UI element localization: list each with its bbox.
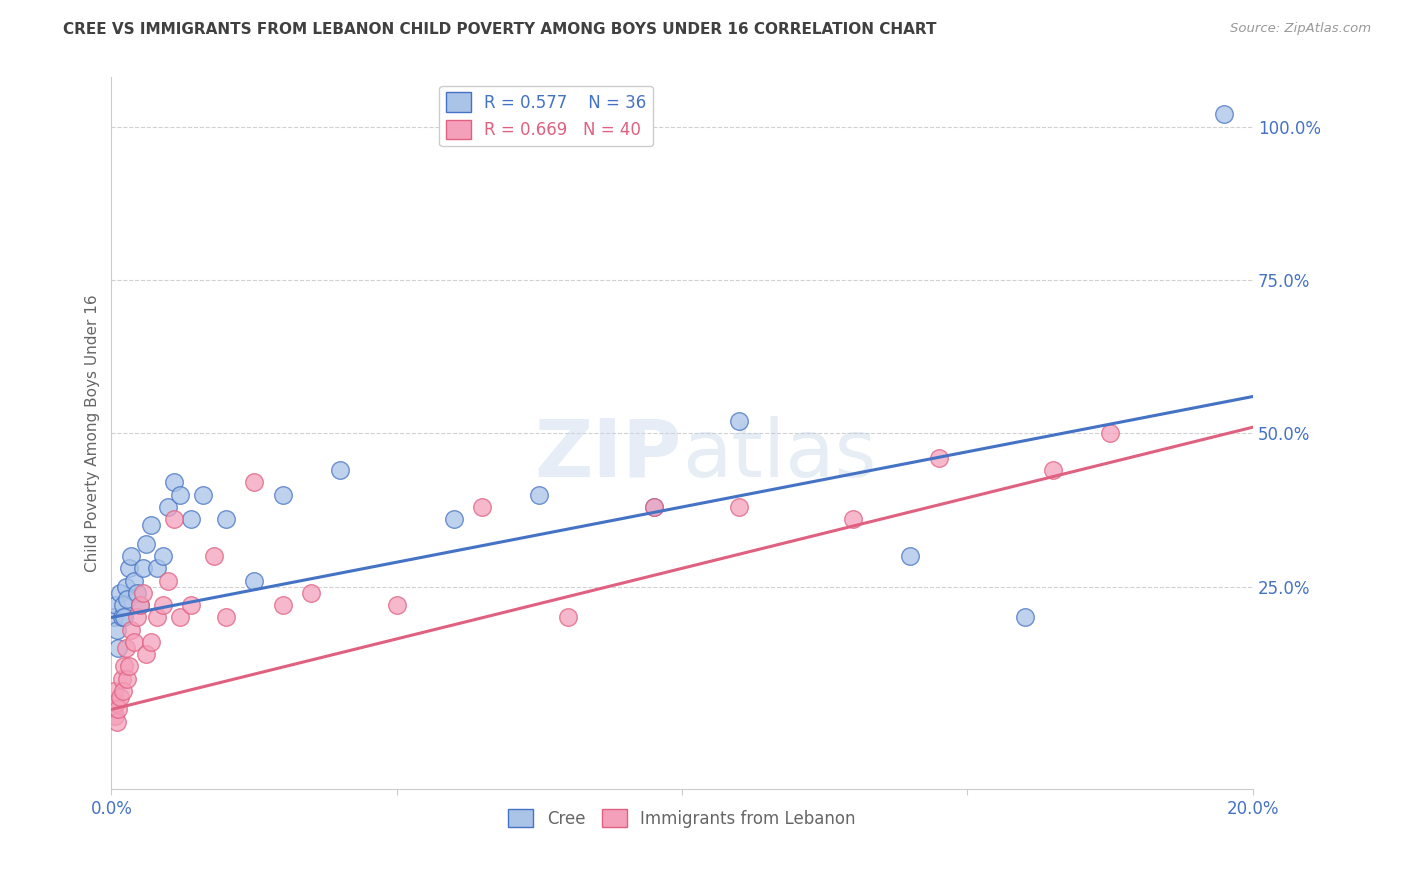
Point <box>111 672 134 686</box>
Point <box>108 586 131 600</box>
Point <box>146 610 169 624</box>
Point <box>120 549 142 563</box>
Point <box>117 592 139 607</box>
Point <box>132 586 155 600</box>
Text: CREE VS IMMIGRANTS FROM LEBANON CHILD POVERTY AMONG BOYS UNDER 16 CORRELATION CH: CREE VS IMMIGRANTS FROM LEBANON CHILD PO… <box>63 22 936 37</box>
Point <box>1014 610 1036 624</box>
Point <box>103 684 125 698</box>
Point <box>163 475 186 490</box>
Point <box>129 598 152 612</box>
Point <box>214 610 236 624</box>
Point <box>329 463 352 477</box>
Point <box>157 500 180 514</box>
Point <box>141 635 163 649</box>
Point <box>643 500 665 514</box>
Point <box>728 500 751 514</box>
Point <box>104 696 127 710</box>
Point <box>120 623 142 637</box>
Point <box>1213 107 1236 121</box>
Point <box>112 610 135 624</box>
Point <box>243 475 266 490</box>
Point <box>129 598 152 612</box>
Point <box>135 537 157 551</box>
Point <box>117 561 139 575</box>
Point <box>443 512 465 526</box>
Point <box>529 488 551 502</box>
Point <box>202 549 225 563</box>
Y-axis label: Child Poverty Among Boys Under 16: Child Poverty Among Boys Under 16 <box>86 294 100 572</box>
Point <box>127 586 149 600</box>
Point <box>141 518 163 533</box>
Point <box>299 586 322 600</box>
Point <box>101 702 124 716</box>
Point <box>900 549 922 563</box>
Text: Source: ZipAtlas.com: Source: ZipAtlas.com <box>1230 22 1371 36</box>
Point <box>643 500 665 514</box>
Point <box>105 623 128 637</box>
Point <box>271 488 294 502</box>
Point <box>243 574 266 588</box>
Point <box>135 647 157 661</box>
Point <box>127 610 149 624</box>
Point <box>928 450 950 465</box>
Point <box>117 672 139 686</box>
Text: atlas: atlas <box>682 416 876 493</box>
Point <box>104 598 127 612</box>
Point <box>111 610 134 624</box>
Point <box>169 610 191 624</box>
Point <box>157 574 180 588</box>
Point <box>122 574 145 588</box>
Point <box>169 488 191 502</box>
Point <box>122 635 145 649</box>
Point <box>146 561 169 575</box>
Point <box>108 690 131 705</box>
Point <box>842 512 865 526</box>
Point <box>107 641 129 656</box>
Point <box>111 684 134 698</box>
Point <box>103 610 125 624</box>
Point <box>112 659 135 673</box>
Point <box>271 598 294 612</box>
Point <box>163 512 186 526</box>
Point <box>105 714 128 729</box>
Point <box>180 512 202 526</box>
Text: ZIP: ZIP <box>534 416 682 493</box>
Point <box>111 598 134 612</box>
Point <box>114 641 136 656</box>
Point <box>117 659 139 673</box>
Point <box>1042 463 1064 477</box>
Point <box>191 488 214 502</box>
Point <box>152 598 174 612</box>
Point <box>104 708 127 723</box>
Point <box>728 414 751 428</box>
Point <box>1099 426 1122 441</box>
Point <box>214 512 236 526</box>
Point <box>107 702 129 716</box>
Point <box>132 561 155 575</box>
Legend: Cree, Immigrants from Lebanon: Cree, Immigrants from Lebanon <box>502 803 862 834</box>
Point <box>557 610 579 624</box>
Point <box>114 580 136 594</box>
Point <box>152 549 174 563</box>
Point <box>180 598 202 612</box>
Point <box>385 598 408 612</box>
Point <box>471 500 494 514</box>
